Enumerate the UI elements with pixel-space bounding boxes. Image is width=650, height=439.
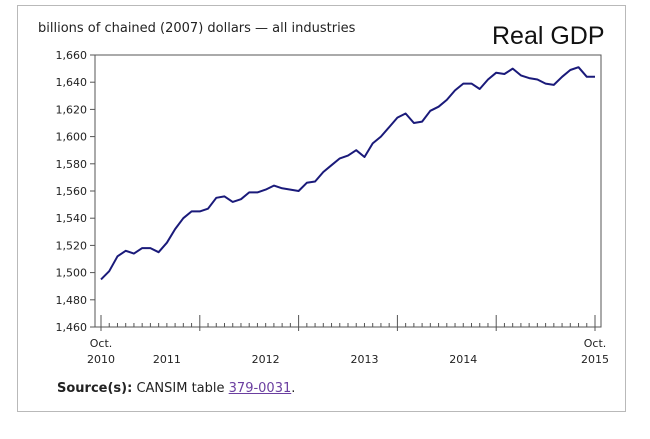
y-tick-label: 1,580 (56, 158, 88, 171)
y-tick-label: 1,640 (56, 76, 88, 89)
chart-frame (17, 5, 626, 412)
y-tick-label: 1,520 (56, 239, 88, 252)
source-end: . (291, 381, 296, 396)
y-tick-label: 1,460 (56, 321, 88, 334)
y-tick-label: 1,480 (56, 294, 88, 307)
y-tick-label: 1,540 (56, 212, 88, 225)
plot-area (94, 54, 602, 328)
source-label: Source(s): (57, 381, 133, 396)
series-line-real-gdp (100, 66, 595, 281)
x-tick-label-year: 2011 (153, 353, 181, 366)
source-line: Source(s): CANSIM table 379-0031. (57, 381, 295, 396)
source-link[interactable]: 379-0031 (228, 381, 292, 396)
x-tick-label-month: Oct. (90, 337, 113, 350)
y-axis-label: billions of chained (2007) dollars — all… (38, 21, 356, 36)
y-tick-label: 1,620 (56, 103, 88, 116)
y-tick-label: 1,660 (56, 49, 88, 62)
x-tick-label-year: 2014 (449, 353, 477, 366)
source-text: CANSIM table (136, 381, 225, 396)
x-tick-label-year: 2012 (252, 353, 280, 366)
chart-title: Real GDP (492, 22, 605, 50)
y-tick-label: 1,500 (56, 267, 88, 280)
x-tick-label-month: Oct. (584, 337, 607, 350)
y-tick-label: 1,560 (56, 185, 88, 198)
x-tick-label-year: 2013 (350, 353, 378, 366)
x-tick-label-year: 2015 (581, 353, 609, 366)
y-tick-label: 1,600 (56, 131, 88, 144)
x-tick-label-year: 2010 (87, 353, 115, 366)
